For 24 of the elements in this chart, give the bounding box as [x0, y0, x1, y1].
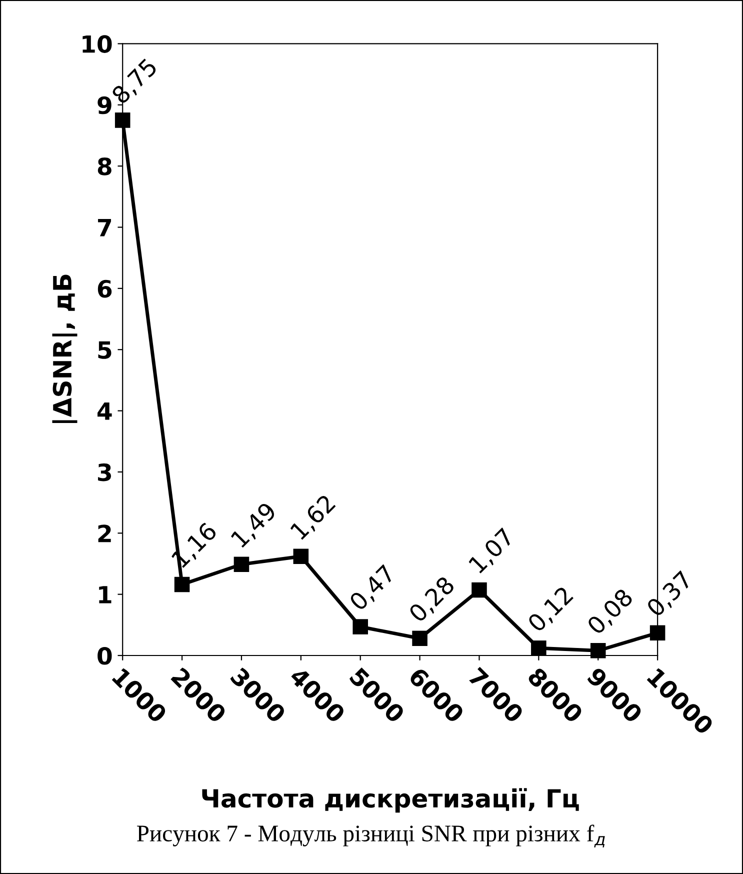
y-tick-label: 4 — [98, 402, 112, 420]
text: Рисунок 7 - Модуль різниці SNR при різних f$_{д}$ — [137, 824, 605, 848]
y-tick-label: 6 — [98, 280, 112, 298]
y-tick-label: 10 — [82, 35, 112, 54]
point — [412, 630, 428, 646]
point — [650, 625, 666, 641]
y-tick-label: 3 — [98, 463, 111, 482]
point — [472, 582, 487, 598]
y-tick-label: 0 — [98, 646, 112, 665]
point — [590, 642, 606, 658]
point — [174, 576, 190, 592]
y-tick-label: 8 — [98, 158, 112, 176]
y-tick-label: 7 — [98, 218, 111, 236]
y-axis-title: |ΔSNR|, дБ — [52, 274, 78, 424]
point — [531, 640, 546, 656]
point — [114, 112, 130, 128]
point — [234, 556, 250, 572]
point — [352, 619, 368, 634]
y-tick-label: 2 — [98, 524, 111, 542]
point — [293, 548, 309, 564]
y-tick-label: 1 — [99, 586, 112, 604]
y-tick-label: 9 — [98, 96, 112, 114]
x-axis-title: Частота дискретизації, Гц — [202, 788, 579, 813]
y-tick-label: 5 — [98, 341, 112, 359]
